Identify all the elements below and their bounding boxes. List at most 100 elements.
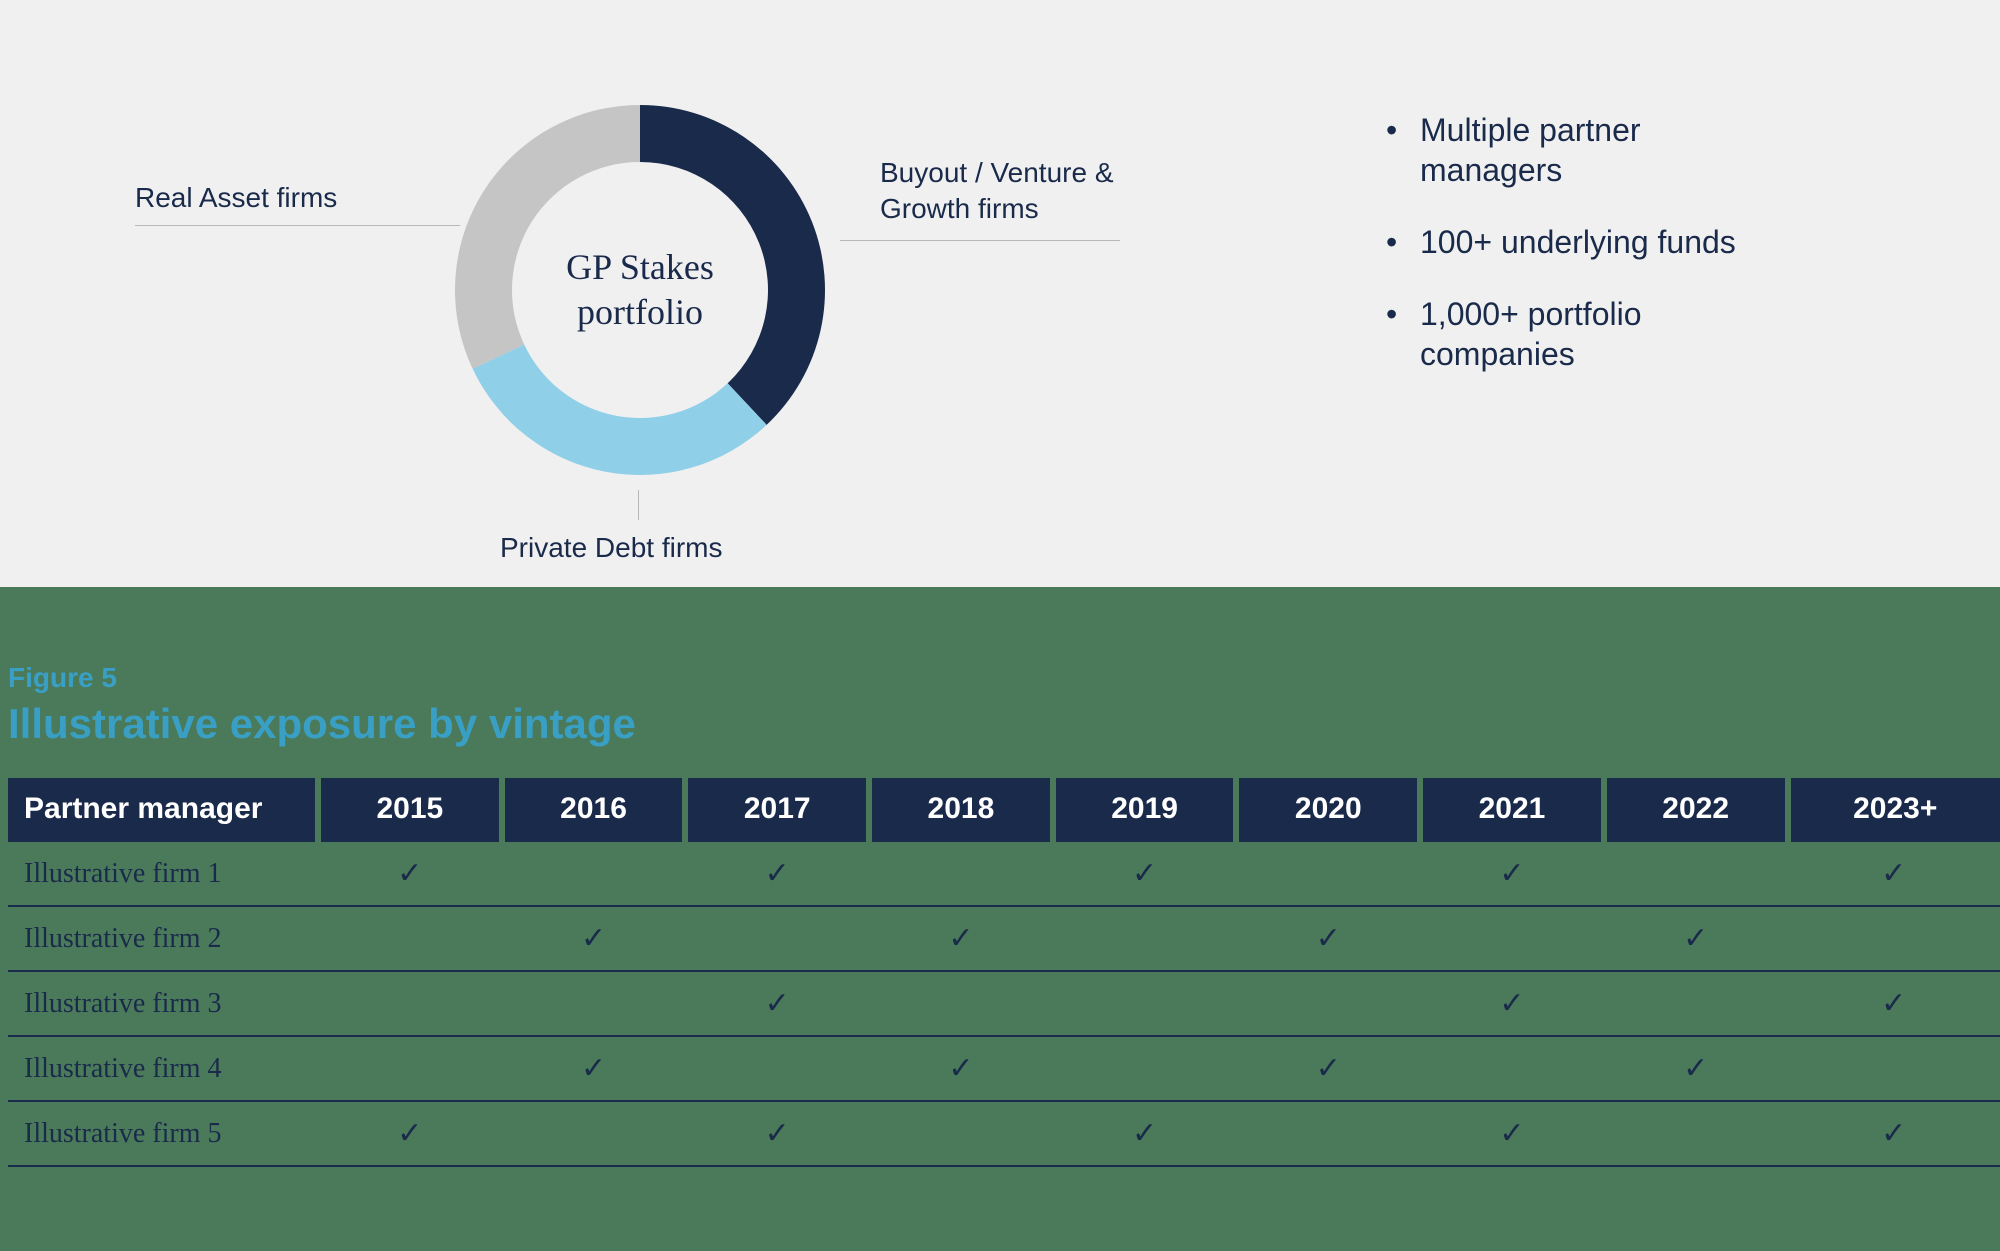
figure-number: Figure 5 xyxy=(0,662,2000,700)
table-cell xyxy=(318,906,502,971)
check-icon: ✓ xyxy=(1132,857,1157,890)
table-cell: ✓ xyxy=(1788,1101,2000,1166)
check-icon: ✓ xyxy=(397,1117,422,1150)
donut-chart xyxy=(440,90,840,490)
table-cell: ✓ xyxy=(1420,971,1604,1036)
table-cell xyxy=(1788,906,2000,971)
check-icon: ✓ xyxy=(1499,987,1524,1020)
table-cell xyxy=(1236,1101,1420,1166)
row-label-cell: Illustrative firm 2 xyxy=(8,906,318,971)
check-icon: ✓ xyxy=(1683,922,1708,955)
table-cell xyxy=(502,1101,686,1166)
table-row: Illustrative firm 4✓✓✓✓ xyxy=(8,1036,2000,1101)
table-row: Illustrative firm 1 ✓ ✓ ✓ ✓ ✓ xyxy=(8,841,2000,906)
table-cell xyxy=(1420,1036,1604,1101)
check-icon: ✓ xyxy=(1316,1052,1341,1085)
table-cell xyxy=(1053,1036,1237,1101)
table-header-cell: 2023+ xyxy=(1788,778,2000,841)
table-cell xyxy=(685,1036,869,1101)
table-cell: ✓ xyxy=(685,1101,869,1166)
check-icon: ✓ xyxy=(1499,857,1524,890)
table-cell: ✓ xyxy=(1788,841,2000,906)
table-cell: ✓ xyxy=(1053,1101,1237,1166)
check-icon: ✓ xyxy=(765,987,790,1020)
table-cell xyxy=(1604,1101,1788,1166)
donut-label-real-asset: Real Asset firms xyxy=(135,180,337,216)
check-icon: ✓ xyxy=(948,1052,973,1085)
bullet-item: 1,000+ portfolio companies xyxy=(1380,294,1760,374)
table-cell: ✓ xyxy=(685,971,869,1036)
table-header-cell: 2022 xyxy=(1604,778,1788,841)
table-header-cell: Partner manager xyxy=(8,778,318,841)
table-header-cell: 2017 xyxy=(685,778,869,841)
row-label-cell: Illustrative firm 5 xyxy=(8,1101,318,1166)
table-header-cell: 2019 xyxy=(1053,778,1237,841)
table-cell xyxy=(1236,971,1420,1036)
table-cell xyxy=(502,971,686,1036)
check-icon: ✓ xyxy=(1316,922,1341,955)
table-cell xyxy=(1236,841,1420,906)
table-cell: ✓ xyxy=(1420,1101,1604,1166)
label-text-line2: Growth firms xyxy=(880,193,1039,224)
table-cell xyxy=(685,906,869,971)
check-icon: ✓ xyxy=(1881,1117,1906,1150)
donut-chart-area: GP Stakes portfolio Real Asset firms Buy… xyxy=(60,40,1320,560)
table-cell xyxy=(318,971,502,1036)
table-cell xyxy=(1788,1036,2000,1101)
table-cell xyxy=(1053,906,1237,971)
check-icon: ✓ xyxy=(765,857,790,890)
bullet-item: Multiple partner managers xyxy=(1380,110,1760,190)
figure-title: Illustrative exposure by vintage xyxy=(0,700,2000,778)
check-icon: ✓ xyxy=(1683,1052,1708,1085)
donut-label-private-debt: Private Debt firms xyxy=(500,530,723,566)
check-icon: ✓ xyxy=(1132,1117,1157,1150)
table-cell: ✓ xyxy=(1236,906,1420,971)
table-header-cell: 2015 xyxy=(318,778,502,841)
table-cell: ✓ xyxy=(869,1036,1053,1101)
table-header-cell: 2021 xyxy=(1420,778,1604,841)
table-cell: ✓ xyxy=(1053,841,1237,906)
check-icon: ✓ xyxy=(581,1052,606,1085)
leader-line-bottom xyxy=(638,490,639,520)
table-header-row: Partner manager2015201620172018201920202… xyxy=(8,778,2000,841)
bottom-section: Figure 5 Illustrative exposure by vintag… xyxy=(0,587,2000,1251)
table-cell: ✓ xyxy=(1604,906,1788,971)
check-icon: ✓ xyxy=(1499,1117,1524,1150)
check-icon: ✓ xyxy=(397,857,422,890)
bullet-item: 100+ underlying funds xyxy=(1380,222,1760,262)
label-text-line1: Buyout / Venture & xyxy=(880,157,1114,188)
table-cell: ✓ xyxy=(502,1036,686,1101)
donut-slice xyxy=(640,105,825,425)
label-text: Private Debt firms xyxy=(500,532,723,563)
table-cell: ✓ xyxy=(1420,841,1604,906)
table-cell: ✓ xyxy=(685,841,869,906)
table-cell: ✓ xyxy=(502,906,686,971)
table-cell: ✓ xyxy=(1788,971,2000,1036)
table-cell xyxy=(318,1036,502,1101)
table-row: Illustrative firm 2 ✓ ✓ ✓ ✓ xyxy=(8,906,2000,971)
row-label-cell: Illustrative firm 1 xyxy=(8,841,318,906)
leader-line-right xyxy=(840,240,1120,241)
table-header-cell: 2016 xyxy=(502,778,686,841)
table-header-cell: 2018 xyxy=(869,778,1053,841)
table-cell: ✓ xyxy=(1604,1036,1788,1101)
row-label-cell: Illustrative firm 3 xyxy=(8,971,318,1036)
donut-label-buyout: Buyout / Venture & Growth firms xyxy=(880,155,1114,228)
table-cell xyxy=(1604,841,1788,906)
table-cell: ✓ xyxy=(318,1101,502,1166)
table-header-cell: 2020 xyxy=(1236,778,1420,841)
table-cell xyxy=(1604,971,1788,1036)
table-cell xyxy=(1420,906,1604,971)
donut-slice xyxy=(473,344,767,475)
table-cell xyxy=(502,841,686,906)
table-cell: ✓ xyxy=(318,841,502,906)
bullet-list: Multiple partner managers 100+ underlyin… xyxy=(1380,110,1760,406)
table-cell xyxy=(869,971,1053,1036)
check-icon: ✓ xyxy=(1881,857,1906,890)
table-row: Illustrative firm 3 ✓ ✓ ✓ xyxy=(8,971,2000,1036)
table-cell: ✓ xyxy=(869,906,1053,971)
check-icon: ✓ xyxy=(765,1117,790,1150)
donut-slice xyxy=(455,105,640,369)
table-cell xyxy=(869,841,1053,906)
check-icon: ✓ xyxy=(581,922,606,955)
